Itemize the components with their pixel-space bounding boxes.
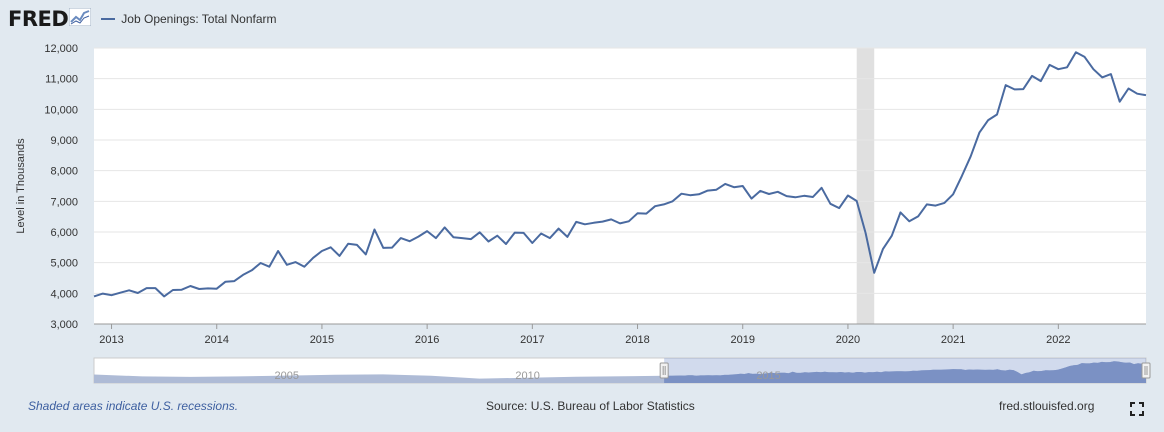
navigator-right-handle[interactable] xyxy=(1141,362,1151,379)
navigator-year-label: 2010 xyxy=(515,370,539,382)
chart-svg: 3,000 4,000 5,000 6,000 7,000 8,000 9,000 10,00… xyxy=(15,43,1151,384)
x-tick-label: 2015 xyxy=(310,334,334,346)
plot-area xyxy=(94,48,1146,324)
navigator-left-handle[interactable] xyxy=(659,362,669,379)
y-tick-label: 6,000 xyxy=(50,227,78,239)
y-tick-label: 8,000 xyxy=(50,166,78,178)
x-tick-label: 2018 xyxy=(625,334,649,346)
x-tick-label: 2019 xyxy=(730,334,754,346)
x-tick-label: 2020 xyxy=(836,334,860,346)
y-tick-label: 7,000 xyxy=(50,196,78,208)
navigator-area-selected xyxy=(664,361,1146,383)
fred-logo[interactable]: FRED xyxy=(8,7,69,31)
navigator-handle-grip[interactable] xyxy=(659,362,669,379)
x-tick-label: 2013 xyxy=(99,334,123,346)
y-tick-label: 4,000 xyxy=(50,288,78,300)
navigator-year-labels: 2005 2010 2015 xyxy=(274,370,780,382)
x-tick-labels: 2013 2014 2015 2016 2017 2018 2019 2020 2021 2022 xyxy=(94,323,1146,346)
fullscreen-icon[interactable] xyxy=(1130,402,1144,416)
recession-band-0 xyxy=(856,48,875,324)
y-tick-labels: 3,000 4,000 5,000 6,000 7,000 8,000 9,000 10,00… xyxy=(44,43,78,331)
recession-note: Shaded areas indicate U.S. recessions. xyxy=(28,399,239,413)
legend-label: Job Openings: Total Nonfarm xyxy=(121,12,277,26)
y-tick-label: 10,000 xyxy=(44,104,78,116)
navigator-year-label: 2015 xyxy=(756,370,780,382)
y-axis-label: Level in Thousands xyxy=(15,138,27,234)
range-navigator[interactable]: 2005 2010 2015 xyxy=(93,357,1151,384)
x-tick-label: 2014 xyxy=(204,334,228,346)
y-tick-label: 11,000 xyxy=(45,74,78,86)
y-tick-label: 12,000 xyxy=(44,43,78,55)
navigator-handle-grip[interactable] xyxy=(1141,362,1151,379)
y-tick-label: 3,000 xyxy=(50,319,78,331)
navigator-year-label: 2005 xyxy=(274,370,298,382)
x-tick-label: 2022 xyxy=(1046,334,1070,346)
series-line xyxy=(93,51,1147,298)
recession-layer xyxy=(856,48,875,324)
legend-swatch xyxy=(101,18,116,20)
x-tick-label: 2017 xyxy=(520,334,544,346)
source-text: Source: U.S. Bureau of Labor Statistics xyxy=(486,399,695,413)
x-tick-label: 2021 xyxy=(941,334,965,346)
chart-header: FRED Job Openings: Total Nonfarm xyxy=(8,6,277,32)
x-tick-label: 2016 xyxy=(415,334,439,346)
site-link[interactable]: fred.stlouisfed.org xyxy=(999,399,1095,413)
chart-legend: Job Openings: Total Nonfarm xyxy=(101,12,277,26)
y-tick-label: 9,000 xyxy=(50,135,78,147)
y-tick-label: 5,000 xyxy=(50,258,78,270)
